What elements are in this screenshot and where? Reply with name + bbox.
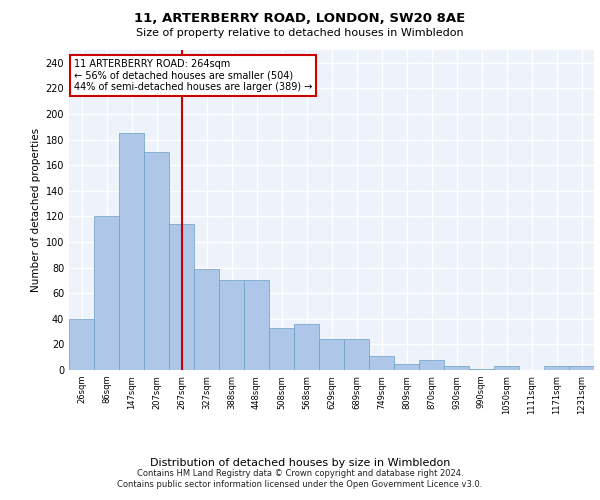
Y-axis label: Number of detached properties: Number of detached properties — [31, 128, 41, 292]
Text: Contains public sector information licensed under the Open Government Licence v3: Contains public sector information licen… — [118, 480, 482, 489]
Bar — [244, 280, 269, 370]
Bar — [494, 366, 519, 370]
Bar — [269, 328, 294, 370]
Text: Size of property relative to detached houses in Wimbledon: Size of property relative to detached ho… — [136, 28, 464, 38]
Bar — [319, 340, 344, 370]
Bar — [294, 324, 319, 370]
Bar — [419, 360, 444, 370]
Bar — [544, 366, 569, 370]
Bar — [69, 319, 94, 370]
Bar — [344, 340, 369, 370]
Bar — [369, 356, 394, 370]
Bar — [169, 224, 194, 370]
Bar — [569, 366, 594, 370]
Bar — [144, 152, 169, 370]
Text: 11, ARTERBERRY ROAD, LONDON, SW20 8AE: 11, ARTERBERRY ROAD, LONDON, SW20 8AE — [134, 12, 466, 26]
Text: Distribution of detached houses by size in Wimbledon: Distribution of detached houses by size … — [150, 458, 450, 468]
Bar — [219, 280, 244, 370]
Bar — [394, 364, 419, 370]
Text: 11 ARTERBERRY ROAD: 264sqm
← 56% of detached houses are smaller (504)
44% of sem: 11 ARTERBERRY ROAD: 264sqm ← 56% of deta… — [74, 59, 313, 92]
Bar — [444, 366, 469, 370]
Text: Contains HM Land Registry data © Crown copyright and database right 2024.: Contains HM Land Registry data © Crown c… — [137, 468, 463, 477]
Bar — [119, 133, 144, 370]
Bar — [469, 368, 494, 370]
Bar — [94, 216, 119, 370]
Bar — [194, 269, 219, 370]
